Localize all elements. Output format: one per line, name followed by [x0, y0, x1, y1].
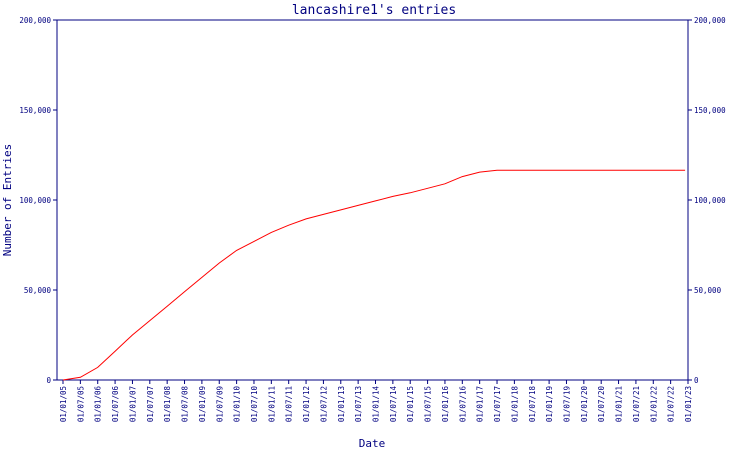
x-tick-label: 01/01/20 [580, 386, 589, 423]
series-line [62, 169, 686, 381]
y-tick-label-left: 100,000 [19, 196, 51, 205]
x-tick-label: 01/01/21 [615, 386, 624, 422]
x-tick-label: 01/01/17 [476, 386, 485, 422]
y-tick-label-right: 200,000 [694, 16, 726, 25]
x-tick-label: 01/01/23 [684, 386, 693, 422]
x-tick-label: 01/01/22 [649, 386, 658, 422]
x-tick-label: 01/07/13 [354, 386, 363, 422]
x-tick-label: 01/01/05 [59, 386, 68, 422]
x-tick-label: 01/07/18 [528, 386, 537, 423]
x-tick-label: 01/01/18 [510, 386, 519, 423]
x-tick-label: 01/07/16 [458, 386, 467, 423]
x-tick-label: 01/01/16 [441, 386, 450, 423]
x-tick-label: 01/01/12 [302, 386, 311, 422]
x-tick-label: 01/01/14 [372, 386, 381, 423]
y-tick-label-right: 150,000 [694, 106, 726, 115]
x-tick-label: 01/01/10 [233, 386, 242, 423]
y-tick-label-left: 150,000 [19, 106, 51, 115]
x-tick-label: 01/01/07 [128, 386, 137, 422]
x-tick-label: 01/07/08 [181, 386, 190, 423]
x-tick-label: 01/07/14 [389, 386, 398, 423]
y-axis-label: Number of Entries [1, 144, 14, 257]
x-tick-label: 01/07/21 [632, 386, 641, 422]
x-tick-label: 01/01/11 [267, 386, 276, 422]
x-tick-label: 01/07/05 [76, 386, 85, 422]
x-tick-label: 01/07/07 [146, 386, 155, 422]
y-tick-label-right: 50,000 [694, 286, 722, 295]
x-tick-label: 01/01/19 [545, 386, 554, 422]
x-tick-label: 01/01/08 [163, 386, 172, 423]
y-tick-label-right: 100,000 [694, 196, 726, 205]
y-axis-right: 0 50,000 100,000 150,000 200,000 [688, 16, 726, 385]
x-tick-label: 01/07/15 [424, 386, 433, 422]
x-tick-label: 01/07/06 [111, 386, 120, 423]
x-tick-label: 01/01/09 [198, 386, 207, 422]
x-tick-label: 01/07/12 [319, 386, 328, 422]
x-axis: 01/01/05 01/07/05 01/01/06 01/07/06 01/01/07… [59, 380, 693, 422]
x-tick-label: 01/07/17 [493, 386, 502, 422]
x-tick-label: 01/07/09 [215, 386, 224, 422]
x-tick-label: 01/01/15 [406, 386, 415, 422]
x-tick-label: 01/07/11 [285, 386, 294, 422]
x-axis-label: Date [359, 437, 386, 450]
y-axis-left: 0 50,000 100,000 150,000 200,000 [19, 16, 57, 385]
x-tick-label: 01/07/20 [597, 386, 606, 423]
x-tick-label: 01/07/10 [250, 386, 259, 423]
y-tick-label-left: 50,000 [24, 286, 52, 295]
y-tick-label-right: 0 [694, 376, 699, 385]
x-tick-label: 01/07/22 [667, 386, 676, 422]
x-tick-label: 01/01/06 [94, 386, 103, 423]
y-tick-label-left: 0 [46, 376, 51, 385]
x-tick-label: 01/01/13 [337, 386, 346, 422]
y-tick-label-left: 200,000 [19, 16, 51, 25]
chart-title: lancashire1's entries [292, 3, 456, 18]
plot-area [56, 19, 689, 381]
x-tick-label: 01/07/19 [562, 386, 571, 422]
